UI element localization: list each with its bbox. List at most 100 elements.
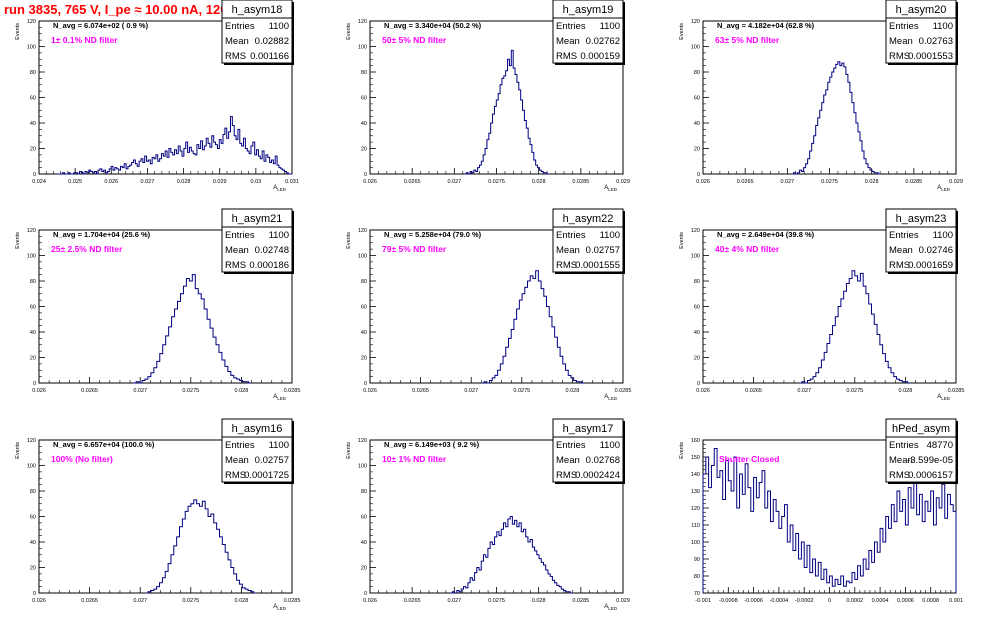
stats-label: Mean [225, 36, 249, 47]
y-tick-label: 40 [30, 121, 36, 127]
filter-label: 25± 2.5% ND filter [51, 244, 123, 254]
stats-histogram-name: h_asym22 [563, 213, 614, 225]
filter-label: 50± 5% ND filter [382, 35, 447, 45]
y-tick-label: 60 [30, 515, 36, 521]
y-tick-label: 40 [694, 330, 700, 336]
stats-label: Mean [225, 455, 249, 466]
x-tick-label: 0.0285 [948, 388, 965, 394]
y-tick-label: 120 [27, 438, 36, 444]
x-axis-title: ALED [937, 185, 951, 192]
filter-label: Shutter Closed [719, 454, 779, 464]
stats-histogram-name: h_asym20 [896, 4, 947, 16]
n-avg-label: N_avg = 6.149e+03 ( 9.2 %) [384, 440, 480, 449]
stats-shadow [888, 272, 958, 274]
x-tick-label: 0.027 [141, 179, 155, 185]
stats-label: RMS [889, 51, 910, 62]
stats-value: -3.599e-05 [907, 455, 953, 466]
n-avg-label: N_avg = 3.340e+04 (50.2 %) [384, 21, 482, 30]
x-tick-label: 0.027 [447, 598, 461, 604]
stats-label: Mean [889, 455, 913, 466]
y-tick-label: 0 [33, 591, 36, 597]
stats-value: 1100 [600, 440, 620, 451]
x-axis-title: ALED [604, 394, 618, 401]
y-tick-label: 100 [27, 45, 36, 51]
y-tick-label: 80 [30, 279, 36, 285]
y-tick-label: 120 [358, 19, 367, 25]
stats-histogram-name: h_asym17 [563, 423, 614, 435]
histogram-panel-h_asym21: 0 20 40 60 80 100 120 0.026 0.0265 0.027 0.0275 0.0… [15, 208, 300, 401]
y-tick-label: 120 [27, 19, 36, 25]
x-tick-label: 0.0275 [513, 388, 530, 394]
y-axis-title: Events [15, 232, 21, 249]
x-tick-label: 0.0275 [821, 179, 838, 185]
histogram-panel-h_asym20: 0 20 40 60 80 100 120 0.026 0.0265 0.027 0.0275 0.0… [679, 0, 963, 192]
stats-label: RMS [225, 470, 246, 481]
histogram-line [57, 116, 292, 175]
x-tick-label: 0.0275 [488, 598, 505, 604]
y-tick-label: 120 [691, 228, 700, 234]
y-tick-label: 20 [30, 566, 36, 572]
n-avg-label: N_avg = 5.258e+04 (79.0 %) [384, 230, 482, 239]
y-tick-label: 60 [30, 305, 36, 311]
x-axis-title: ALED [604, 185, 618, 192]
n-avg-label: N_avg = 6.074e+02 ( 0.9 %) [53, 21, 149, 30]
x-tick-label: 0.026 [104, 179, 118, 185]
filter-label: 63± 5% ND filter [715, 35, 780, 45]
x-tick-label: 0.0265 [81, 598, 98, 604]
y-tick-label: 0 [33, 172, 36, 178]
x-tick-label: 0.0285 [572, 598, 589, 604]
histogram-panel-h_asym18: 0 20 40 60 80 100 120 0.024 0.025 0.026 0.027 0.028… [15, 0, 299, 192]
x-tick-label: 0 [828, 598, 831, 604]
filter-label: 40± 4% ND filter [715, 244, 780, 254]
y-tick-label: 20 [361, 356, 367, 362]
x-tick-label: 0.027 [780, 179, 794, 185]
x-tick-label: 0.028 [235, 598, 249, 604]
y-tick-label: 0 [364, 381, 367, 387]
stats-label: Entries [889, 21, 919, 32]
stats-shadow [888, 63, 958, 65]
stats-value: 0.02748 [255, 245, 289, 256]
stats-shadow [224, 482, 294, 484]
x-tick-label: 0.026 [363, 179, 377, 185]
y-tick-label: 40 [361, 121, 367, 127]
y-tick-label: 20 [361, 566, 367, 572]
stats-histogram-name: h_asym16 [232, 423, 283, 435]
stats-label: RMS [556, 470, 577, 481]
x-axis-title: ALED [273, 394, 287, 401]
stats-histogram-name: h_asym21 [232, 213, 283, 225]
stats-shadow [956, 211, 958, 274]
stats-histogram-name: h_asym19 [563, 4, 614, 16]
x-tick-label: -0.0006 [744, 598, 763, 604]
y-tick-label: 80 [694, 70, 700, 76]
stats-shadow [224, 63, 294, 65]
stats-value: 1100 [269, 440, 289, 451]
histogram-line [133, 274, 252, 384]
stats-label: Entries [225, 21, 255, 32]
y-tick-label: 80 [30, 70, 36, 76]
y-tick-label: 20 [30, 356, 36, 362]
x-axis-title: ALED [937, 394, 951, 401]
stats-label: Mean [556, 245, 580, 256]
x-tick-label: 0.028 [532, 179, 546, 185]
filter-label: 10± 1% ND filter [382, 454, 447, 464]
stats-label: RMS [889, 470, 910, 481]
x-tick-label: 0.029 [213, 179, 227, 185]
y-tick-label: 40 [30, 330, 36, 336]
y-tick-label: 150 [691, 455, 700, 461]
y-tick-label: 100 [691, 254, 700, 260]
stats-value: 0.000159 [580, 51, 620, 62]
y-tick-label: 40 [30, 540, 36, 546]
x-tick-label: 0.0285 [284, 598, 301, 604]
histogram-line [145, 499, 257, 594]
y-tick-label: 0 [33, 381, 36, 387]
y-tick-label: 20 [30, 147, 36, 153]
x-tick-label: 0.029 [949, 179, 963, 185]
x-axis-title: ALED [273, 604, 287, 611]
y-tick-label: 60 [361, 305, 367, 311]
y-tick-label: 20 [694, 356, 700, 362]
stats-value: 0.0001555 [575, 260, 620, 271]
y-tick-label: 100 [358, 45, 367, 51]
x-tick-label: 0.029 [616, 598, 630, 604]
histogram-line [799, 270, 911, 384]
